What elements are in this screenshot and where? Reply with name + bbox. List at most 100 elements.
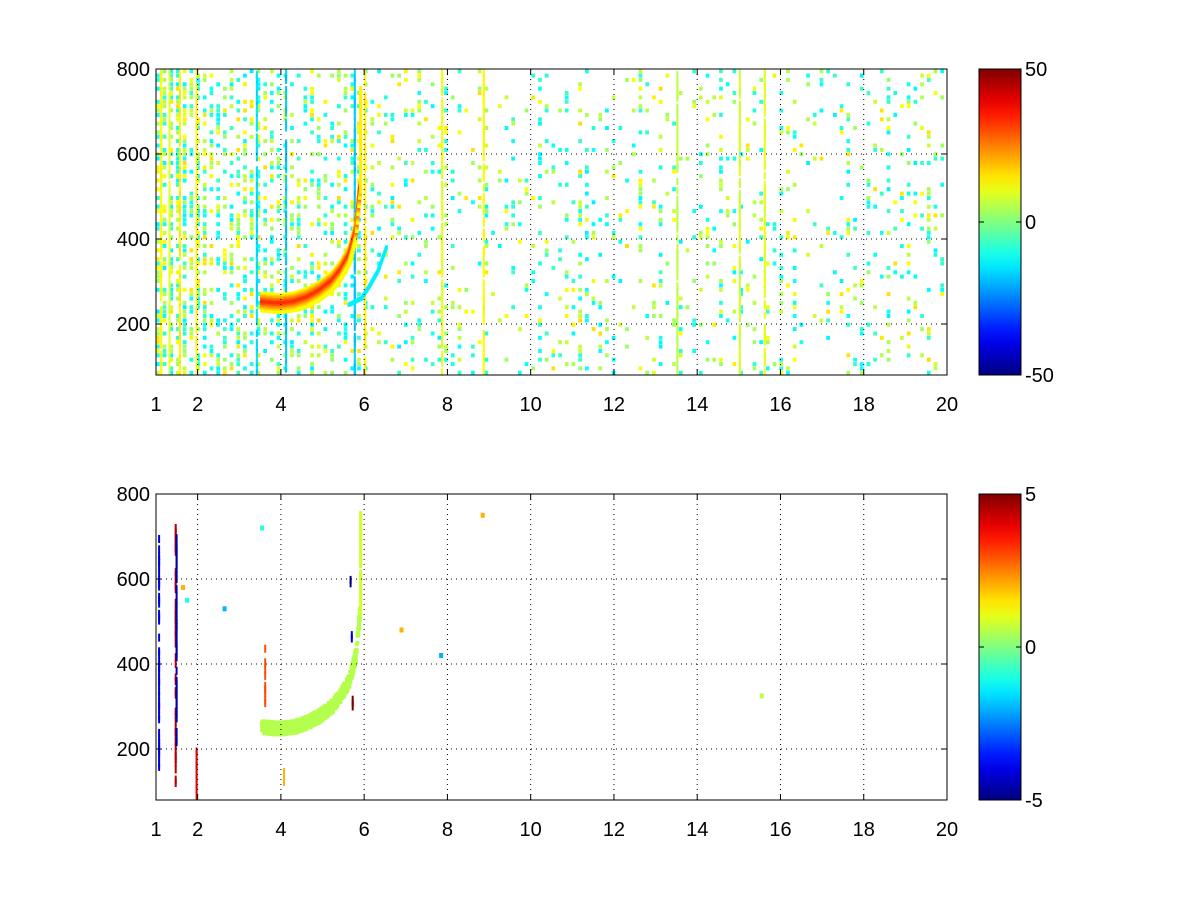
heatmap-cell <box>763 142 766 150</box>
heatmap-cell <box>310 130 314 135</box>
heatmap-cell <box>357 104 361 109</box>
heatmap-cell <box>182 178 187 183</box>
heatmap-cell <box>357 318 361 323</box>
heatmap-cell <box>243 296 247 301</box>
heatmap-cell <box>158 552 161 560</box>
heatmap-cell <box>866 121 871 126</box>
heatmap-cell <box>182 91 187 95</box>
heatmap-cell <box>430 309 435 314</box>
heatmap-cell <box>195 106 198 114</box>
heatmap-cell <box>256 95 261 100</box>
heatmap-cell <box>296 182 301 187</box>
heatmap-cell <box>343 292 348 297</box>
heatmap-cell <box>169 287 174 292</box>
heatmap-cell <box>196 86 200 91</box>
heatmap-cell <box>692 235 696 240</box>
heatmap-cell <box>202 252 207 257</box>
heatmap-cell <box>195 204 198 212</box>
heatmap-cell <box>316 139 321 144</box>
heatmap-cell <box>316 187 321 192</box>
heatmap-cell <box>310 327 314 332</box>
heatmap-cell <box>457 305 462 310</box>
heatmap-cell <box>705 152 710 157</box>
heatmap-cell <box>209 187 214 192</box>
heatmap-cell <box>176 204 180 209</box>
heatmap-cell <box>417 322 422 327</box>
heatmap-cell <box>285 175 288 183</box>
heatmap-cell <box>270 261 274 266</box>
heatmap-cell <box>243 274 247 279</box>
heatmap-cell <box>162 305 167 310</box>
heatmap-cell <box>350 161 355 165</box>
heatmap-cell <box>424 244 428 248</box>
heatmap-cell <box>353 356 356 364</box>
heatmap-cell <box>538 77 542 82</box>
heatmap-cell <box>578 357 582 362</box>
heatmap-cell <box>229 261 234 266</box>
heatmap-cell <box>926 130 931 135</box>
heatmap-cell <box>176 244 180 248</box>
heatmap-cell <box>564 161 569 165</box>
heatmap-cell <box>175 598 178 607</box>
heatmap-cell <box>162 344 167 349</box>
heatmap-cell <box>249 305 254 310</box>
heatmap-cell <box>551 165 556 170</box>
heatmap-cell <box>169 292 174 297</box>
heatmap-cell <box>162 204 167 209</box>
heatmap-cell <box>441 312 444 319</box>
heatmap-cell <box>538 161 542 165</box>
heatmap-cell <box>169 270 174 275</box>
heatmap-cell <box>752 366 757 371</box>
heatmap-cell <box>290 174 294 179</box>
heatmap-cell <box>195 781 198 790</box>
heatmap-cell <box>350 200 355 205</box>
heatmap-cell <box>484 270 489 275</box>
heatmap-cell <box>618 126 623 130</box>
heatmap-cell <box>940 95 944 100</box>
heatmap-cell <box>255 231 258 239</box>
heatmap-cell <box>866 204 871 209</box>
curve-cell <box>350 251 355 255</box>
heatmap-cell <box>169 95 174 100</box>
heatmap-cell <box>316 274 321 279</box>
heatmap-cell <box>441 213 444 221</box>
heatmap-cell <box>189 209 194 214</box>
heatmap-cell <box>176 209 180 214</box>
heatmap-cell <box>678 156 683 161</box>
heatmap-cell <box>229 126 234 130</box>
heatmap-cell <box>216 357 220 362</box>
curve-cell <box>353 242 357 245</box>
heatmap-cell <box>370 213 375 218</box>
heatmap-cell <box>437 318 442 323</box>
x-tick-label: 8 <box>442 394 453 416</box>
heatmap-cell <box>216 121 220 126</box>
heatmap-cell <box>216 130 220 135</box>
heatmap-cell <box>732 265 737 270</box>
heatmap-cell <box>806 252 810 257</box>
heatmap-cell <box>156 344 160 349</box>
heatmap-cell <box>216 213 220 218</box>
heatmap-cell <box>410 112 415 117</box>
heatmap-cell <box>390 73 395 78</box>
heatmap-cell <box>578 296 582 301</box>
heatmap-cell <box>323 178 328 183</box>
heatmap-cell <box>156 165 160 170</box>
heatmap-cell <box>290 139 294 144</box>
heatmap-cell <box>906 344 911 349</box>
heatmap-cell <box>343 222 348 227</box>
heatmap-cell <box>672 187 676 192</box>
heatmap-cell <box>263 182 267 187</box>
heatmap-cell <box>176 126 180 130</box>
heatmap-cell <box>846 314 851 318</box>
heatmap-cell <box>364 190 367 197</box>
heatmap-cell <box>511 222 515 227</box>
heatmap-cell <box>350 366 355 371</box>
heatmap-cell <box>290 265 294 270</box>
heatmap-cell <box>178 276 181 284</box>
heatmap-cell <box>303 99 308 104</box>
heatmap-cell <box>162 69 167 74</box>
heatmap-cell <box>410 340 415 345</box>
heatmap-cell <box>196 139 200 144</box>
heatmap-cell <box>370 187 375 192</box>
heatmap-cell <box>182 274 187 279</box>
